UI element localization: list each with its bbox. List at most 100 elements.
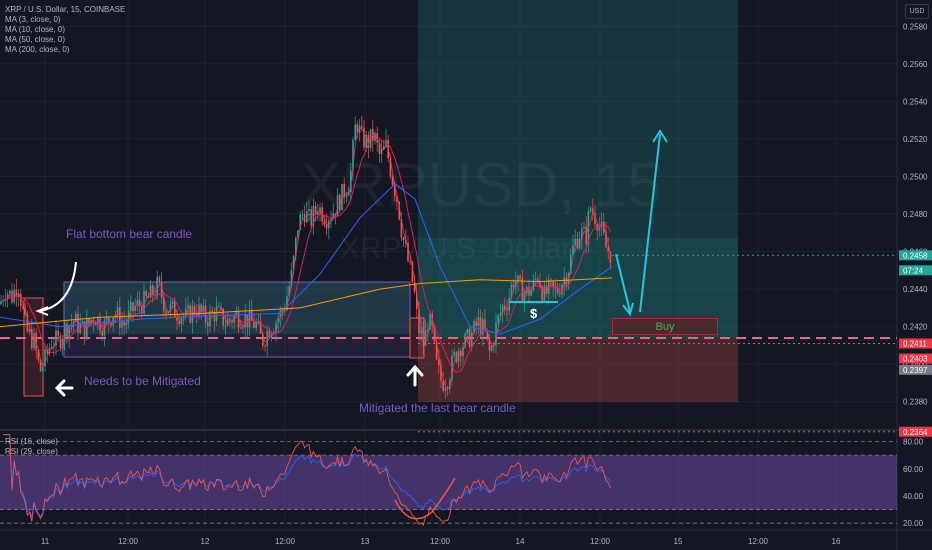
candle-body: [427, 329, 429, 331]
legend-ma3[interactable]: MA (3, close, 0): [5, 15, 61, 24]
buy-order-box[interactable]: Buy: [612, 318, 718, 335]
candle-body: [149, 285, 152, 298]
rsi16-line[interactable]: [3, 434, 611, 527]
target-arrow[interactable]: [639, 133, 661, 313]
candle-body: [31, 329, 33, 349]
rsi-tick-label: 20.00: [903, 519, 924, 528]
rsi-divergence-curve[interactable]: [394, 477, 456, 520]
legend-rsi29[interactable]: RSI (29, close): [5, 447, 58, 456]
candle-body: [528, 286, 530, 296]
ma3-line[interactable]: [0, 127, 611, 390]
legend-ma10[interactable]: MA (10, close, 0): [5, 25, 66, 34]
candle-body: [50, 346, 53, 349]
candle-body: [193, 306, 196, 315]
candle-body: [33, 332, 35, 349]
candle-body: [453, 352, 455, 356]
candle-body: [396, 196, 398, 202]
candle-body: [231, 320, 233, 323]
candle-body: [37, 350, 40, 361]
candle-body: [226, 319, 229, 326]
candle-body: [66, 323, 68, 338]
ma10-line[interactable]: [0, 133, 611, 373]
candle-body: [229, 319, 231, 321]
candle-body: [262, 333, 264, 346]
time-tick-label: 12:00: [430, 537, 451, 546]
price-tick-label: 0.2520: [903, 135, 928, 144]
candle-body: [585, 226, 587, 244]
candle-body: [398, 201, 400, 220]
candle-body: [589, 208, 592, 212]
target-arrow-head: [652, 129, 668, 143]
time-tick-label: 16: [832, 537, 841, 546]
candle-body: [61, 339, 64, 348]
candle-body: [224, 325, 227, 327]
time-tick-label: 12:00: [748, 537, 769, 546]
candle-body: [70, 323, 73, 326]
time-tick-label: 12:00: [590, 537, 611, 546]
candle-body: [68, 325, 70, 338]
main-legend: XRP / U.S. Dollar, 15, COINBASE MA (3, c…: [5, 5, 125, 55]
candle-body: [308, 209, 310, 211]
candle-body: [64, 323, 66, 340]
drop-arrow[interactable]: [615, 253, 631, 313]
candle-body: [508, 298, 510, 311]
candle-body: [354, 124, 356, 141]
candle-body: [156, 277, 158, 296]
candle-body: [482, 319, 484, 336]
ma200-line[interactable]: [0, 277, 613, 328]
currency-button[interactable]: USD: [905, 4, 929, 19]
up-arrow-icon: [406, 364, 424, 387]
demand-zone-inner[interactable]: [64, 282, 410, 334]
candle-body: [165, 311, 167, 314]
candle-body: [378, 142, 381, 155]
candle-body: [35, 332, 37, 351]
candle-body: [209, 310, 211, 327]
candle-body: [169, 304, 172, 313]
ma50-line[interactable]: [0, 183, 613, 335]
candle-body: [200, 304, 202, 312]
candle-body: [570, 254, 572, 274]
candle-body: [541, 287, 543, 301]
legend-ma50[interactable]: MA (50, close, 0): [5, 35, 66, 44]
candle-body: [339, 195, 341, 211]
candle-body: [583, 226, 585, 229]
price-tag-label: 07:24: [903, 266, 924, 275]
curved-arrow[interactable]: [39, 261, 77, 312]
price-tag-label: 0.2458: [903, 251, 928, 260]
rsi29-line[interactable]: [3, 434, 611, 519]
candle-body: [86, 318, 88, 339]
candle-body: [57, 330, 59, 336]
candle-body: [488, 337, 491, 351]
candle-body: [92, 319, 95, 323]
candle-body: [429, 313, 431, 330]
annotation-mitigated-last: Mitigated the last bear candle: [359, 401, 516, 415]
candle-body: [198, 304, 200, 317]
candle-body: [264, 345, 266, 347]
price-tag: [899, 353, 932, 364]
candle-body: [88, 318, 90, 324]
candle-body: [550, 279, 552, 281]
candle-body: [442, 380, 444, 391]
legend-symbol[interactable]: XRP / U.S. Dollar, 15, COINBASE: [5, 5, 126, 14]
candle-body: [295, 237, 297, 256]
candle-body: [218, 306, 220, 308]
stop-loss-zone[interactable]: [418, 338, 738, 402]
candle-body: [9, 290, 11, 294]
candle-body: [152, 285, 154, 296]
legend-ma200[interactable]: MA (200, close, 0): [5, 45, 70, 54]
candle-body: [424, 330, 427, 346]
candle-body: [539, 280, 541, 288]
legend-rsi16[interactable]: RSI (16, close): [5, 437, 58, 446]
price-tag: [899, 250, 932, 261]
candle-body: [336, 195, 339, 216]
time-tick-label: 11: [41, 537, 50, 546]
price-tag-label: 0.2364: [903, 428, 928, 437]
name-watermark: XRP / U.S. Dollar: [340, 232, 572, 265]
dollar-annotation: $: [530, 306, 538, 321]
price-tag: [899, 338, 932, 349]
candle-body: [297, 230, 299, 238]
price-tick-label: 0.2380: [903, 398, 928, 407]
target-zone[interactable]: [418, 0, 738, 238]
candle-body: [306, 210, 308, 223]
